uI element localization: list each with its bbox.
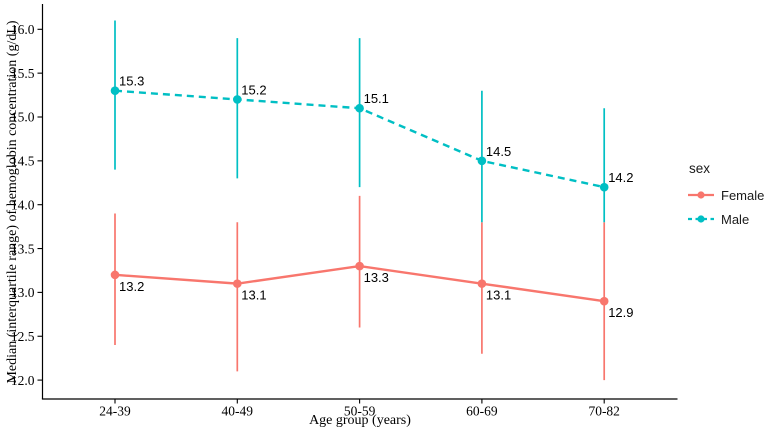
x-tick-label: 60-69 — [466, 404, 498, 419]
y-tick-label: 13.5 — [11, 241, 35, 256]
female-data-label: 13.3 — [364, 270, 389, 285]
y-tick-label: 14.5 — [11, 154, 35, 169]
male-data-point — [110, 86, 120, 95]
y-tick-label: 12.5 — [11, 329, 35, 344]
x-tick-label: 24-39 — [99, 404, 131, 419]
x-axis-title: Age group (years) — [309, 413, 411, 428]
female-data-point — [233, 279, 242, 288]
female-data-label: 13.1 — [241, 288, 266, 303]
legend-items: Female Male — [688, 183, 764, 231]
legend-label: Female — [721, 187, 764, 203]
y-tick-label: 12.0 — [11, 373, 35, 388]
female-data-point — [477, 279, 487, 288]
y-tick-label: 13.0 — [11, 285, 35, 300]
y-axis-title: Median (interquartile range) of hemoglob… — [5, 20, 20, 384]
legend-item-female: Female — [688, 183, 764, 207]
x-tick-label: 40-49 — [222, 404, 254, 419]
legend-title: sex — [689, 161, 711, 176]
legend-item-male: Male — [688, 207, 764, 231]
male-data-label: 14.2 — [608, 170, 633, 185]
female-data-label: 13.2 — [119, 279, 144, 294]
legend: sex Female Male — [688, 161, 764, 231]
x-tick-label: 50-59 — [344, 404, 376, 419]
male-legend-key-icon — [688, 215, 714, 223]
female-data-label: 13.1 — [486, 288, 511, 303]
y-tick-label: 14.0 — [11, 197, 35, 212]
male-data-point — [599, 182, 609, 192]
y-tick-label: 15.5 — [11, 66, 35, 81]
female-legend-key-icon — [688, 191, 714, 199]
male-data-label: 15.3 — [119, 74, 144, 89]
y-tick-label: 16.0 — [11, 22, 35, 37]
legend-label: Male — [721, 211, 750, 227]
x-tick-label: 70-82 — [588, 404, 620, 419]
female-data-point — [355, 261, 364, 271]
male-data-label: 14.5 — [486, 144, 511, 159]
male-data-label: 15.1 — [364, 91, 389, 106]
y-tick-label: 15.0 — [11, 110, 35, 125]
male-data-point — [355, 103, 364, 113]
female-data-point — [599, 296, 609, 306]
male-data-point — [477, 156, 487, 166]
female-data-point — [110, 270, 120, 280]
male-data-point — [233, 95, 242, 104]
female-data-label: 12.9 — [608, 305, 633, 320]
male-data-label: 15.2 — [241, 82, 266, 97]
